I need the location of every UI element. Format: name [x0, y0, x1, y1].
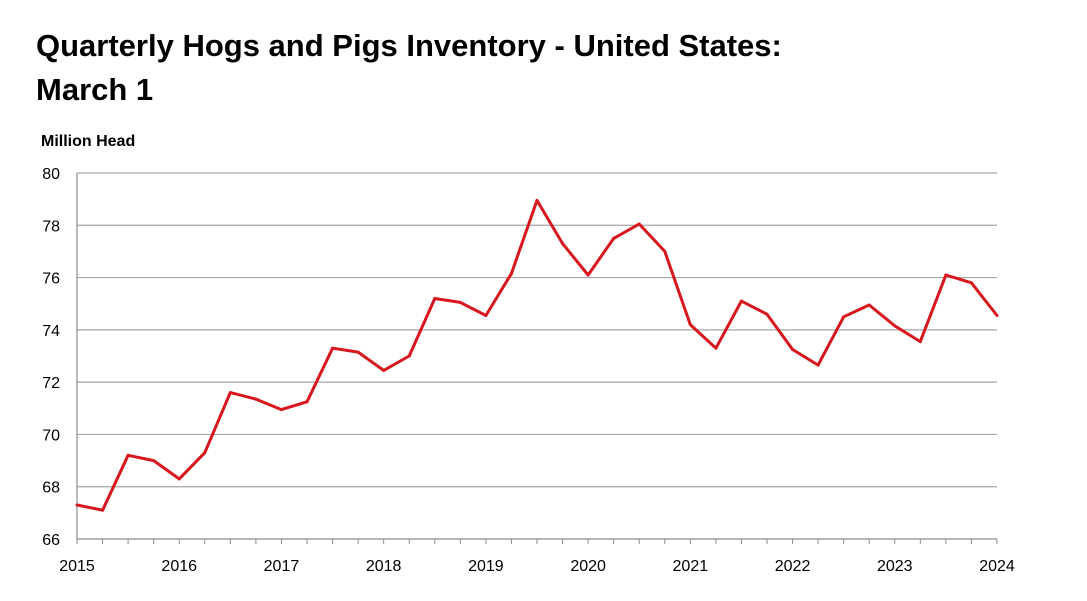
x-tick-label: 2020 — [570, 558, 606, 575]
y-tick-label: 66 — [42, 532, 60, 549]
x-tick-label: 2021 — [673, 558, 709, 575]
data-point — [279, 408, 283, 412]
data-point — [791, 347, 795, 351]
data-point — [561, 242, 565, 246]
y-tick-label: 74 — [42, 323, 60, 340]
data-point — [433, 296, 437, 300]
x-tick-label: 2019 — [468, 558, 504, 575]
y-tick-label: 78 — [42, 218, 60, 235]
data-point — [918, 340, 922, 344]
data-point — [765, 312, 769, 316]
chart-title-line-2: March 1 — [36, 72, 154, 107]
data-point — [177, 477, 181, 481]
data-point — [203, 451, 207, 455]
data-point — [382, 368, 386, 372]
data-point — [458, 300, 462, 304]
data-point — [867, 303, 871, 307]
data-point — [995, 313, 999, 317]
x-tick-label: 2016 — [161, 558, 197, 575]
data-point — [944, 273, 948, 277]
data-point — [254, 397, 258, 401]
data-point — [509, 272, 513, 276]
data-point — [331, 346, 335, 350]
data-point — [816, 363, 820, 367]
data-point — [407, 354, 411, 358]
data-point — [484, 313, 488, 317]
data-point — [842, 315, 846, 319]
y-tick-label: 70 — [42, 427, 60, 444]
data-point — [152, 459, 156, 463]
data-line — [76, 198, 999, 512]
data-point — [714, 346, 718, 350]
y-axis-label: Million Head — [41, 133, 136, 150]
y-tick-label: 68 — [42, 480, 60, 497]
data-point — [101, 508, 105, 512]
x-tick-label: 2024 — [979, 558, 1015, 575]
x-tick-label: 2022 — [775, 558, 811, 575]
x-tick-label: 2015 — [59, 558, 95, 575]
x-tick-label: 2017 — [264, 558, 300, 575]
data-point — [75, 503, 79, 507]
data-point — [688, 323, 692, 327]
data-point — [893, 324, 897, 328]
chart-title-line-1: Quarterly Hogs and Pigs Inventory - Unit… — [36, 28, 782, 63]
x-tick-label: 2018 — [366, 558, 402, 575]
data-point — [535, 198, 539, 202]
data-point — [969, 281, 973, 285]
chart-title: Quarterly Hogs and Pigs Inventory - Unit… — [36, 24, 936, 112]
data-point — [586, 273, 590, 277]
data-point — [663, 249, 667, 253]
data-point — [228, 391, 232, 395]
data-point — [356, 350, 360, 354]
data-point — [612, 236, 616, 240]
data-point — [305, 400, 309, 404]
data-point — [739, 299, 743, 303]
data-point — [637, 222, 641, 226]
y-tick-label: 80 — [42, 166, 60, 183]
x-tick-label: 2023 — [877, 558, 913, 575]
data-point — [126, 453, 130, 457]
y-tick-label: 76 — [42, 271, 60, 288]
y-tick-label: 72 — [42, 375, 60, 392]
